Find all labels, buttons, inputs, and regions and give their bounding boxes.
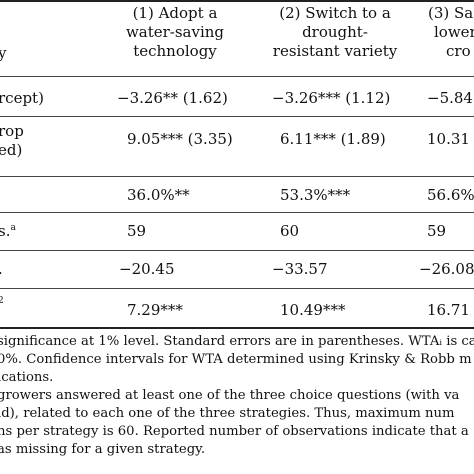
row-crop-c1: 9.05*** (3.35): [127, 130, 233, 148]
header-col2-line2: drought-: [302, 23, 368, 41]
row-ll-label: .: [0, 260, 3, 279]
row-crop-label-line2: ed): [0, 141, 23, 159]
note-line-4: growers answered at least one of the thr…: [0, 388, 460, 403]
row-crop-label-line1: rop: [0, 122, 24, 140]
row-chi-label-sup: 2: [0, 296, 4, 306]
header-col1-line1: (1) Adopt a: [132, 4, 218, 22]
row-chi-c1: 7.29***: [127, 301, 183, 319]
row-ll-c2: −33.57: [272, 260, 328, 278]
note-line-7: as missing for a given strategy.: [0, 442, 206, 457]
note-line-3: ications.: [0, 370, 54, 385]
row-crop-c2: 6.11*** (1.89): [280, 130, 386, 148]
header-col3-line3: cro: [446, 42, 471, 60]
row-intercept-c1: −3.26** (1.62): [117, 89, 228, 107]
note-line-2: 0%. Confidence intervals for WTA determi…: [0, 352, 472, 367]
header-col1: (1) Adopt a water-saving technology: [100, 4, 250, 61]
note-line-1: significance at 1% level. Standard error…: [0, 334, 474, 349]
row-percent-c2: 53.3%***: [280, 186, 351, 204]
header-col3-line2: lower: [434, 23, 474, 41]
row-intercept-label: rcept): [0, 89, 44, 107]
row-crop-c3: 10.31: [427, 130, 470, 148]
header-rule: [0, 76, 474, 77]
row-obs-label: s.a: [0, 222, 16, 241]
header-col0: y: [0, 44, 7, 62]
row-rule-4: [0, 250, 474, 251]
top-rule: [0, 0, 474, 2]
note-line-6: ns per strategy is 60. Reported number o…: [0, 424, 469, 439]
row-ll-c3: −26.08: [419, 260, 474, 278]
row-chi-label: 2: [0, 295, 4, 314]
row-intercept-c3: −5.84: [427, 89, 473, 107]
header-col3: (3) Sa lower cro: [428, 4, 474, 61]
row-ll-c1: −20.45: [119, 260, 175, 278]
header-col1-line3: technology: [133, 42, 217, 60]
row-obs-c3: 59: [427, 222, 447, 240]
header-col3-line1: (3) Sa: [428, 4, 474, 22]
row-rule-3: [0, 212, 474, 213]
row-crop-label: rop ed): [0, 122, 24, 160]
note-line-5: ld), related to each one of the three st…: [0, 406, 455, 421]
bottom-rule: [0, 327, 474, 329]
row-rule-2: [0, 176, 474, 177]
header-col2: (2) Switch to a drought- resistant varie…: [255, 4, 415, 61]
row-chi-c3: 16.71: [427, 301, 470, 319]
row-percent-c1: 36.0%**: [127, 186, 190, 204]
row-percent-c3: 56.6%: [427, 186, 474, 204]
header-col1-line2: water-saving: [125, 23, 225, 41]
row-obs-c1: 59: [127, 222, 147, 240]
row-rule-1: [0, 116, 474, 117]
row-rule-5: [0, 288, 474, 289]
row-intercept-c2: −3.26*** (1.12): [272, 89, 391, 107]
header-col2-line1: (2) Switch to a: [279, 4, 391, 22]
header-col2-line3: resistant variety: [272, 42, 398, 60]
row-obs-label-sup: a: [10, 223, 16, 233]
row-obs-label-text: s.: [0, 222, 11, 240]
row-obs-c2: 60: [280, 222, 300, 240]
row-chi-c2: 10.49***: [280, 301, 346, 319]
